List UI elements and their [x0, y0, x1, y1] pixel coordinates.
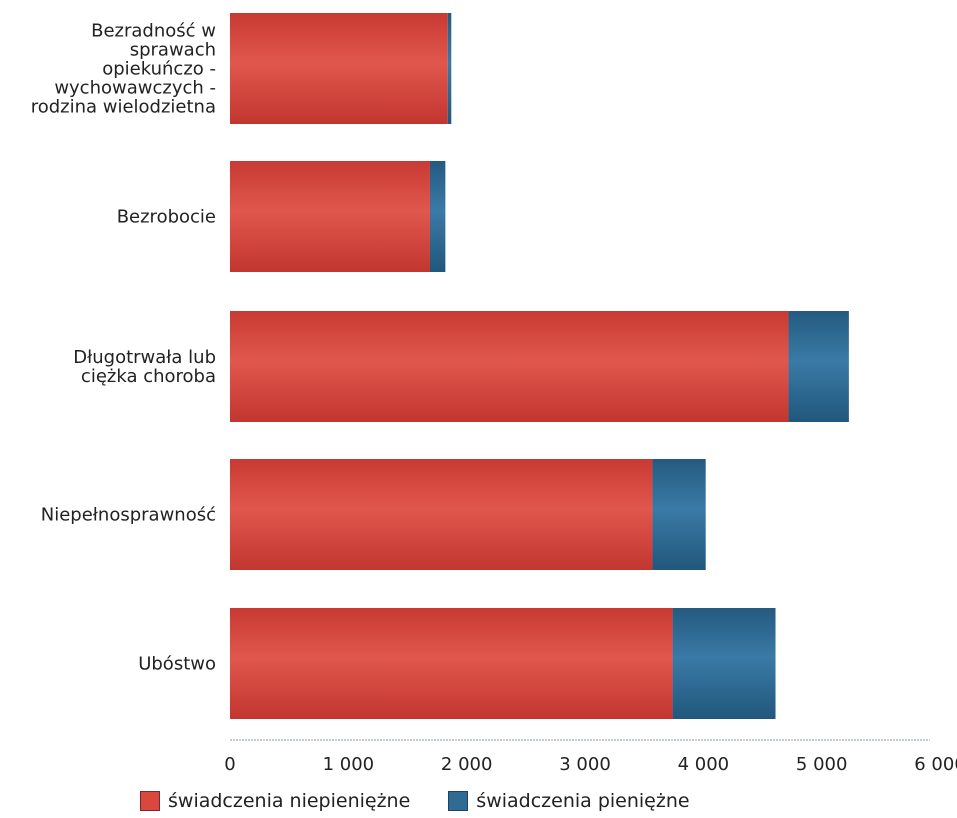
bar-pieniezne-4	[672, 608, 776, 719]
x-tick-label-4: 4 000	[678, 754, 730, 775]
category-label-2: Długotrwała lub ciężka choroba	[73, 347, 216, 387]
bar-pieniezne-1	[429, 161, 446, 272]
x-tick-label-1: 1 000	[323, 754, 375, 775]
bar-niepieniezne-4	[230, 608, 673, 719]
legend: świadczenia niepieniężne świadczenia pie…	[140, 790, 690, 812]
legend-item-series-1: świadczenia pieniężne	[448, 790, 690, 812]
category-label-1: Bezrobocie	[117, 207, 216, 228]
bar-niepieniezne-0	[230, 13, 448, 124]
legend-swatch-series-0	[140, 791, 160, 811]
bar-pieniezne-2	[788, 311, 849, 422]
bar-niepieniezne-2	[230, 311, 789, 422]
legend-label-series-0: świadczenia niepieniężne	[168, 790, 411, 812]
legend-swatch-series-1	[448, 791, 469, 811]
category-label-4: Ubóstwo	[138, 654, 216, 675]
x-tick-labels: 0 1 000 2 000 3 000 4 000 5 000 6 000	[224, 754, 957, 775]
bar-pieniezne-3	[652, 459, 706, 570]
x-tick-label-0: 0	[224, 754, 235, 775]
x-tick-label-6: 6 000	[914, 754, 957, 775]
bar-niepieniezne-3	[230, 459, 653, 570]
category-labels: Bezradność w sprawach opiekuńczo -wychowaw…	[31, 21, 216, 675]
category-label-0: Bezradność w sprawach opiekuńczo -wychowaw…	[31, 21, 216, 118]
bar-niepieniezne-1	[230, 161, 430, 272]
x-tick-label-3: 3 000	[559, 754, 611, 775]
x-tick-label-5: 5 000	[796, 754, 848, 775]
legend-item-series-0: świadczenia niepieniężne	[140, 790, 410, 812]
bar-pieniezne-0	[447, 13, 452, 124]
category-label-3: Niepełnosprawność	[41, 505, 216, 526]
x-tick-label-2: 2 000	[441, 754, 493, 775]
bars-group	[230, 13, 849, 719]
legend-label-series-1: świadczenia pieniężne	[476, 790, 690, 812]
